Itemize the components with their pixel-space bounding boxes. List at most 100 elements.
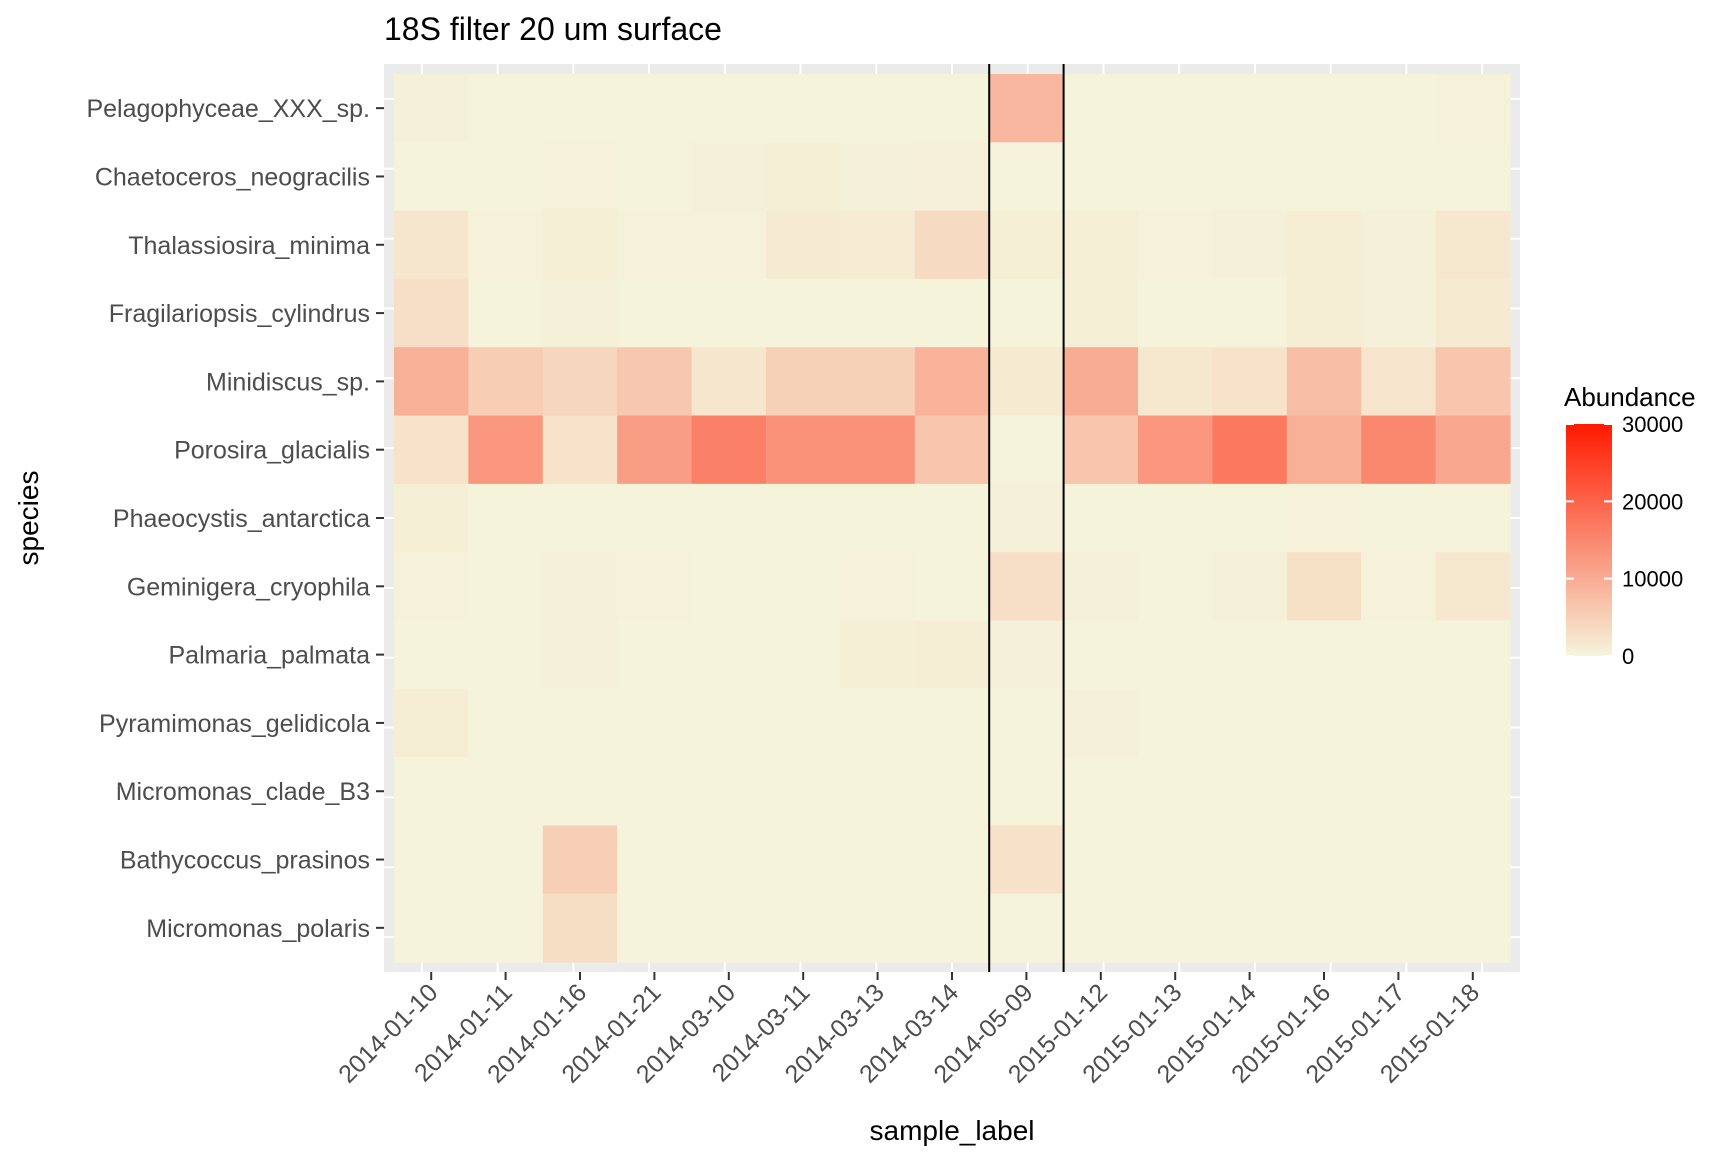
heatmap-cell: [617, 893, 693, 963]
heatmap-cell: [1361, 552, 1437, 622]
heatmap-cell: [766, 893, 841, 963]
heatmap-cell: [691, 347, 767, 417]
heatmap-cell: [1361, 278, 1437, 348]
heatmap-cell: [914, 825, 990, 895]
heatmap-cell: [1286, 142, 1362, 212]
heatmap-cell: [1212, 347, 1288, 417]
heatmap-cell: [1212, 74, 1288, 143]
heatmap-cell: [1212, 825, 1288, 895]
heatmap-cell: [617, 415, 693, 485]
heatmap-cell: [468, 415, 544, 485]
heatmap-cell: [989, 210, 1065, 280]
legend-tick-label: 30000: [1622, 412, 1683, 437]
heatmap-cell: [468, 347, 544, 417]
heatmap-cell: [1212, 620, 1288, 690]
heatmap-cell: [1063, 210, 1139, 280]
heatmap-cell: [766, 347, 841, 417]
heatmap-cell: [914, 415, 990, 485]
y-tick-label: Thalassiosira_minima: [128, 232, 370, 260]
heatmap-cell: [989, 893, 1065, 963]
heatmap-cell: [989, 347, 1065, 417]
heatmap-cell: [468, 688, 544, 758]
heatmap-cell: [542, 483, 618, 553]
heatmap-cell: [1286, 347, 1362, 417]
heatmap-cell: [1063, 483, 1139, 553]
heatmap-cell: [989, 483, 1065, 553]
heatmap-cell: [691, 142, 767, 212]
heatmap-cell: [1286, 483, 1362, 553]
heatmap-cell: [1212, 688, 1288, 758]
heatmap-cell: [766, 483, 841, 553]
y-tick-label: Phaeocystis_antarctica: [113, 505, 370, 533]
heatmap-cell: [989, 825, 1065, 895]
heatmap-cell: [840, 278, 916, 348]
heatmap-cell: [1361, 415, 1437, 485]
heatmap-cell: [914, 483, 990, 553]
heatmap-cell: [394, 552, 469, 622]
heatmap-cell: [542, 893, 618, 963]
heatmap-cell: [766, 415, 841, 485]
y-axis: Pelagophyceae_XXX_sp. Chaetoceros_neograc…: [86, 95, 384, 943]
heatmap-cell: [394, 74, 469, 143]
heatmap-cell: [914, 142, 990, 212]
heatmap-cell: [542, 347, 618, 417]
heatmap-cell: [691, 552, 767, 622]
y-tick-label: Minidiscus_sp.: [206, 368, 370, 396]
heatmap-cell: [1138, 483, 1213, 553]
heatmap-cell: [468, 74, 544, 143]
heatmap-cell: [542, 825, 618, 895]
heatmap-cell: [1138, 74, 1213, 143]
heatmap-cell: [617, 347, 693, 417]
heatmap-cell: [1361, 893, 1437, 963]
heatmap-cell: [989, 74, 1065, 143]
heatmap-cell: [1063, 757, 1139, 826]
heatmap-cell: [394, 347, 469, 417]
y-tick-label: Palmaria_palmata: [169, 642, 371, 670]
heatmap-cell: [914, 210, 990, 280]
separator-lines: [988, 64, 1065, 972]
heatmap-cell: [1286, 552, 1362, 622]
legend-title: Abundance: [1564, 382, 1696, 412]
heatmap-cell: [914, 552, 990, 622]
heatmap-cell: [1212, 278, 1288, 348]
heatmap-cell: [468, 620, 544, 690]
legend-colorbar: [1566, 424, 1612, 656]
heatmap-cell: [1286, 893, 1362, 963]
heatmap-cell: [468, 757, 544, 826]
heatmap-cell: [1435, 825, 1511, 895]
heatmap-cell: [691, 415, 767, 485]
heatmap-cell: [394, 620, 469, 690]
heatmap-cell: [617, 620, 693, 690]
chart-title: 18S filter 20 um surface: [384, 11, 722, 47]
y-tick-label: Micromonas_polaris: [146, 915, 370, 943]
heatmap-cell: [840, 74, 916, 143]
heatmap-cell: [1063, 620, 1139, 690]
heatmap-cell: [617, 210, 693, 280]
heatmap-cell: [1361, 142, 1437, 212]
heatmap-cell: [1435, 620, 1511, 690]
heatmap-cell: [1138, 278, 1213, 348]
heatmap-cell: [989, 757, 1065, 826]
heatmap-cell: [1063, 688, 1139, 758]
heatmap-cell: [394, 825, 469, 895]
heatmap-cell: [1212, 483, 1288, 553]
heatmap-cell: [840, 415, 916, 485]
heatmap-cell: [468, 210, 544, 280]
heatmap-cell: [394, 142, 469, 212]
heatmap-cell: [1212, 552, 1288, 622]
heatmap-cell: [1138, 688, 1213, 758]
heatmap-cell: [766, 210, 841, 280]
y-tick-label: Chaetoceros_neogracilis: [95, 163, 370, 191]
heatmap-cell: [766, 278, 841, 348]
heatmap-cell: [1435, 757, 1511, 826]
heatmap-cell: [1063, 415, 1139, 485]
heatmap-cell: [691, 688, 767, 758]
heatmap-cell: [1361, 74, 1437, 143]
heatmap-cell: [1361, 347, 1437, 417]
heatmap-cell: [1435, 552, 1511, 622]
heatmap-cell: [1361, 825, 1437, 895]
heatmap-cell: [1138, 893, 1213, 963]
heatmap-cell: [1435, 483, 1511, 553]
heatmap-cell: [1063, 278, 1139, 348]
heatmap-cell: [1435, 142, 1511, 212]
